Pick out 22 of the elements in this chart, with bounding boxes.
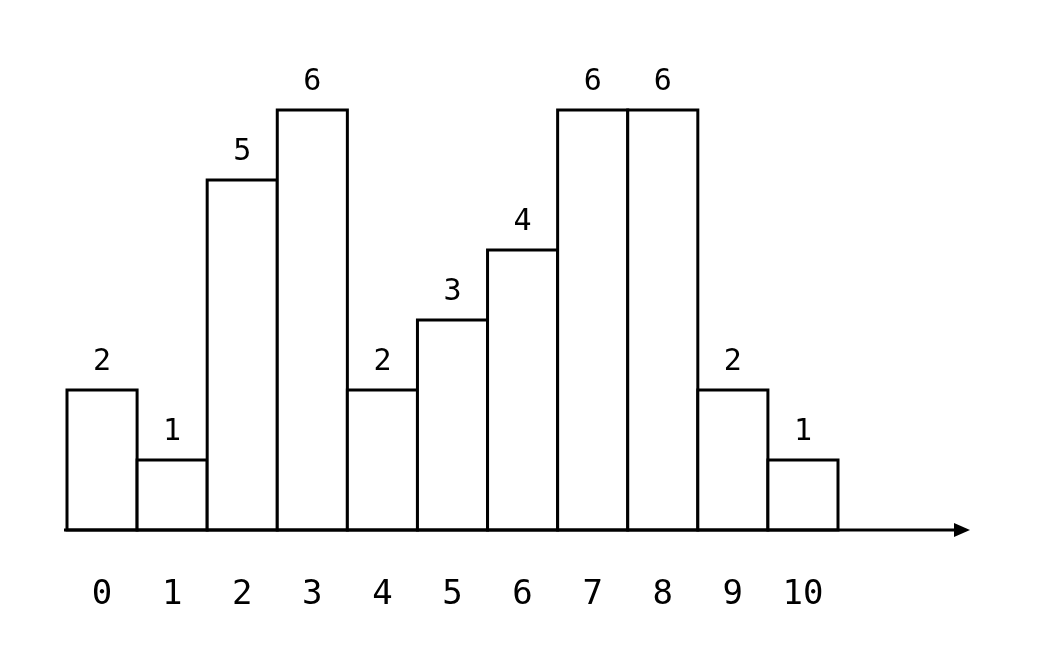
data-label: 5 [233, 132, 252, 167]
data-label: 2 [723, 342, 742, 377]
data-label: 6 [583, 62, 602, 97]
data-label: 1 [793, 412, 812, 447]
data-label: 6 [303, 62, 322, 97]
x-tick-label: 4 [372, 572, 393, 612]
data-label: 3 [443, 272, 462, 307]
data-label: 1 [163, 412, 182, 447]
x-tick-label: 9 [722, 572, 744, 612]
x-tick-label: 3 [302, 572, 323, 612]
x-tick-label: 10 [782, 572, 824, 612]
x-tick-label: 8 [652, 572, 674, 612]
x-tick-label: 2 [231, 572, 253, 612]
x-tick-label: 6 [512, 572, 533, 612]
x-tick-label: 0 [91, 572, 113, 612]
data-label: 2 [373, 342, 392, 377]
x-tick-label: 1 [161, 572, 183, 612]
data-label: 6 [653, 62, 672, 97]
data-label: 4 [513, 202, 532, 237]
data-label: 2 [93, 342, 112, 377]
x-tick-label: 7 [582, 572, 603, 612]
x-tick-label: 5 [442, 572, 463, 612]
